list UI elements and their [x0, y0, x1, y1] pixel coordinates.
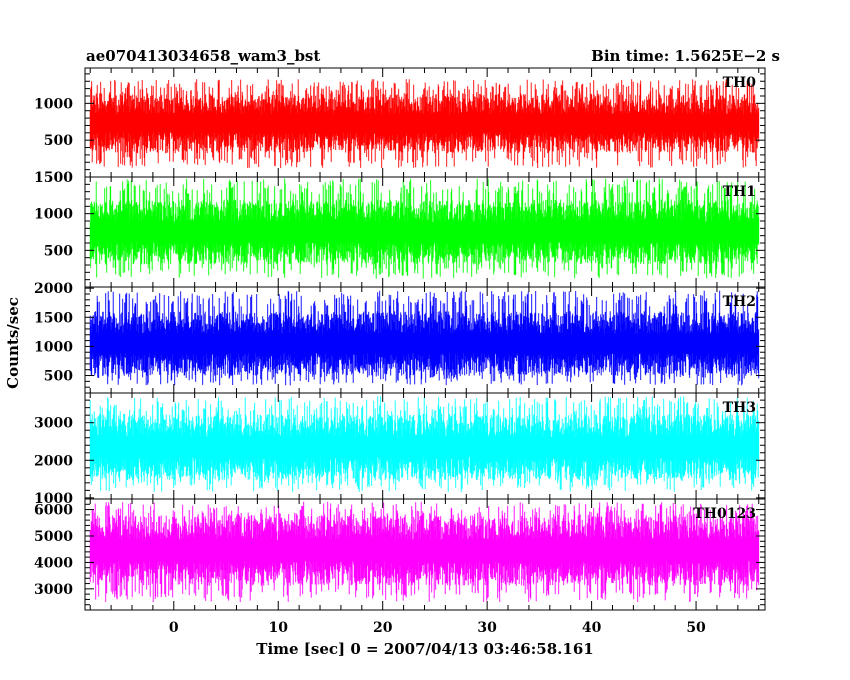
panel-th1: 500 1000 1500 TH1 — [34, 170, 766, 288]
y-tick-label: 1500 — [34, 310, 73, 326]
y-tick-label: 1000 — [34, 96, 73, 112]
y-tick-label: 500 — [44, 133, 73, 149]
x-tick-label: 10 — [268, 620, 288, 636]
y-tick-label: 1500 — [34, 170, 73, 186]
object-title: ae070413034658_wam3_bst — [86, 47, 320, 65]
y-tick-label: 1000 — [34, 491, 73, 507]
bin-time-label: Bin time: 1.5625E−2 s — [591, 47, 780, 65]
panel-th2: 500 1000 1500 2000 TH2 — [34, 281, 766, 394]
y-tick-label: 2000 — [34, 281, 73, 297]
y-tick-label: 6000 — [34, 503, 73, 519]
y-tick-label: 500 — [44, 369, 73, 385]
y-tick-label: 500 — [44, 243, 73, 259]
y-axis-label: Counts/sec — [4, 297, 22, 389]
y-tick-label: 1000 — [34, 339, 73, 355]
x-tick-label: 50 — [686, 620, 706, 636]
panel-label: TH2 — [723, 294, 756, 310]
x-tick-label: 30 — [477, 620, 497, 636]
panel-th0: 500 1000 TH0 — [34, 67, 766, 178]
y-tick-label: 3000 — [34, 416, 73, 432]
series-th1 — [89, 178, 760, 279]
y-tick-label: 4000 — [34, 555, 73, 571]
panel-label: TH0 — [723, 75, 757, 91]
x-tick-label: 0 — [169, 620, 179, 636]
y-tick-label: 5000 — [34, 529, 73, 545]
panel-th3: 1000 2000 3000 TH3 — [34, 392, 766, 507]
y-tick-label: 2000 — [34, 453, 73, 469]
x-axis-label: Time [sec] 0 = 2007/04/13 03:46:58.161 — [256, 640, 593, 658]
series-th3 — [89, 396, 760, 493]
panel-label: TH1 — [723, 184, 756, 200]
series-th2 — [89, 290, 760, 386]
panel-label: TH3 — [723, 400, 756, 416]
panel-frame — [84, 498, 766, 611]
series-th0123 — [89, 501, 760, 602]
x-tick-label: 20 — [373, 620, 393, 636]
series-th0 — [89, 79, 760, 169]
panels-group: 500 1000 TH0 500 1000 1500 TH1 500 1000 1500 2000 T… — [34, 67, 766, 611]
y-tick-label: 3000 — [34, 582, 73, 598]
panel-label: TH0123 — [693, 506, 756, 522]
x-axis: 0 10 20 30 40 50 — [89, 68, 760, 636]
panel-th0123: 3000 4000 5000 6000 TH0123 — [34, 498, 766, 611]
x-tick-label: 40 — [582, 620, 602, 636]
y-tick-label: 1000 — [34, 207, 73, 223]
